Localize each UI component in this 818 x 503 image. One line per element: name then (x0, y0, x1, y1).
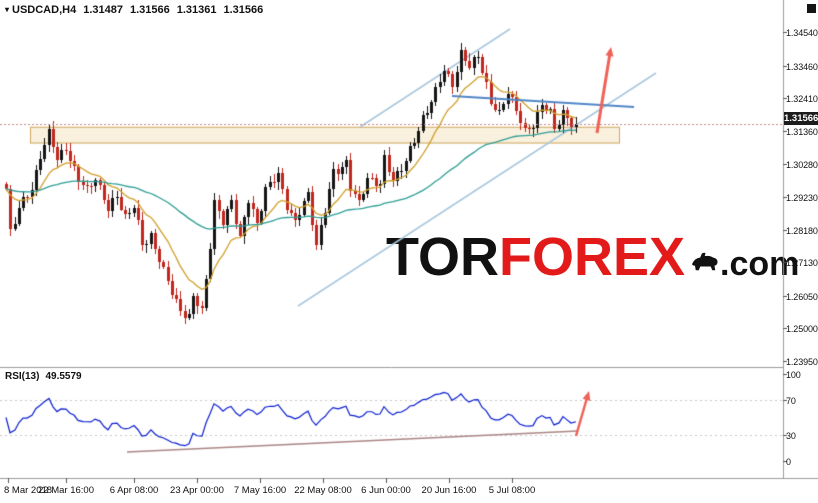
price-axis-label: 1.26050 (786, 291, 818, 302)
date-axis-label: 7 May 16:00 (233, 485, 287, 496)
symbol-timeframe-label: USDCAD,H4 (12, 4, 77, 16)
rsi-name: RSI(13) (5, 371, 40, 382)
rsi-axis-label: 70 (786, 396, 796, 407)
price-axis-label: 1.28180 (786, 225, 818, 236)
price-axis-label: 1.30280 (786, 160, 818, 171)
price-axis-label: 1.32410 (786, 94, 818, 105)
price-axis-label: 1.31360 (786, 126, 818, 137)
price-axis-label: 1.29230 (786, 192, 818, 203)
date-axis-label: 22 Mar 16:00 (38, 485, 94, 496)
rsi-value: 49.5579 (45, 371, 82, 382)
rsi-indicator-label: RSI(13) 49.5579 (5, 371, 88, 382)
date-axis-label: 5 Jul 08:00 (488, 485, 536, 496)
rsi-axis-label: 0 (786, 457, 791, 467)
price-axis-label: 1.33460 (786, 61, 818, 72)
date-axis-label: 6 Jun 00:00 (361, 485, 411, 496)
date-axis-label: 6 Apr 08:00 (109, 485, 159, 496)
date-axis-label: 22 May 08:00 (294, 485, 352, 496)
top-right-marker (807, 4, 816, 13)
price-axis-label: 1.34540 (786, 28, 818, 38)
rsi-axis-label: 100 (786, 370, 801, 380)
ohlc-low: 1.31361 (176, 4, 217, 16)
current-price-tag: 1.31566 (784, 112, 818, 126)
ohlc-close: 1.31566 (223, 4, 264, 16)
price-axis-label: 1.27130 (786, 258, 818, 269)
rsi-axis-label: 30 (786, 430, 796, 441)
symbol-marker-icon: ▾ (5, 5, 10, 14)
ohlc-open: 1.31487 (83, 4, 123, 16)
price-axis-label: 1.23950 (786, 357, 818, 367)
ohlc-high: 1.31566 (129, 4, 170, 16)
date-axis-label: 8 Mar 2018 (4, 485, 53, 496)
date-axis-label: 20 Jun 16:00 (421, 485, 477, 496)
date-axis[interactable]: 8 Mar 2018 22 Mar 16:00 6 Apr 08:00 23 Apr … (0, 478, 784, 503)
price-axis[interactable]: 1.34540 1.33460 1.32410 1.31360 1.30280 1.292… (784, 0, 818, 478)
chart-title: ▾ USDCAD,H4 1.31487 1.31566 1.31361 1.31566 (5, 4, 270, 16)
price-axis-label: 1.25000 (786, 324, 818, 335)
date-axis-label: 23 Apr 00:00 (170, 485, 224, 496)
